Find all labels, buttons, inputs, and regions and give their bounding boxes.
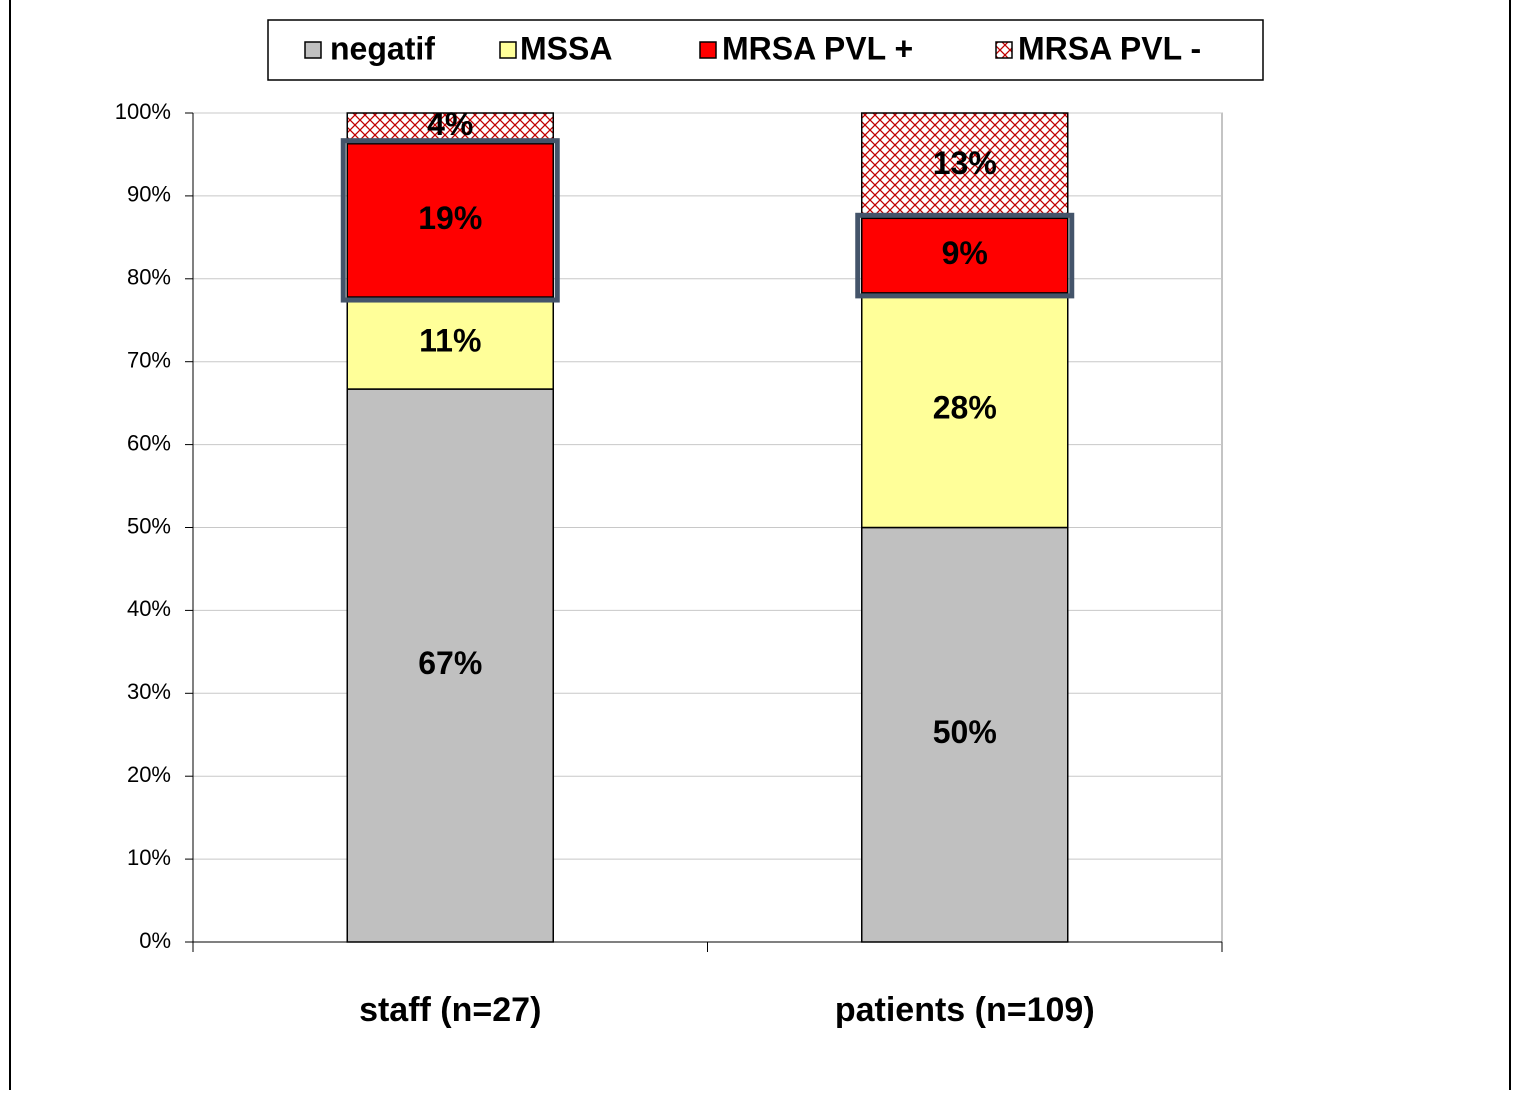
highlight-box [855, 212, 1075, 299]
legend-swatch [499, 41, 517, 59]
y-tick-label: 10% [127, 845, 171, 870]
y-tick-label: 30% [127, 679, 171, 704]
x-tick-label: patients (n=109) [835, 991, 1095, 1029]
legend-label: MSSA [520, 30, 612, 66]
y-tick-label: 50% [127, 513, 171, 538]
legend-swatch [699, 41, 717, 59]
legend-label: negatif [330, 30, 435, 66]
data-label: 11% [419, 323, 481, 359]
y-tick-label: 80% [127, 265, 171, 290]
data-label: 19% [418, 200, 482, 236]
bar-segment [346, 142, 554, 298]
x-tick-label: staff (n=27) [359, 991, 541, 1029]
bar-segment [861, 526, 1069, 943]
y-tick-label: 20% [127, 762, 171, 787]
y-tick-label: 100% [115, 99, 171, 124]
y-tick-label: 0% [139, 928, 171, 953]
bar-segment [346, 388, 554, 943]
data-label: 4% [427, 106, 473, 142]
y-tick-label: 90% [127, 182, 171, 207]
legend-swatch [304, 41, 322, 59]
y-tick-label: 60% [127, 430, 171, 455]
bar-segment [861, 112, 1069, 220]
legend [267, 19, 1264, 81]
legend-swatch [995, 41, 1013, 59]
bar-segment [861, 217, 1069, 294]
frame [9, 0, 1511, 1095]
y-tick-label: 40% [127, 596, 171, 621]
highlight-box [340, 138, 560, 303]
data-label: 9% [942, 235, 988, 271]
data-label: 28% [933, 390, 997, 426]
data-label: 67% [418, 645, 482, 681]
legend-label: MRSA PVL - [1018, 30, 1201, 66]
y-tick-label: 70% [127, 348, 171, 373]
data-label: 50% [933, 714, 997, 750]
bar-segment [861, 292, 1069, 529]
legend-label: MRSA PVL + [722, 30, 913, 66]
data-label: 13% [933, 145, 997, 181]
